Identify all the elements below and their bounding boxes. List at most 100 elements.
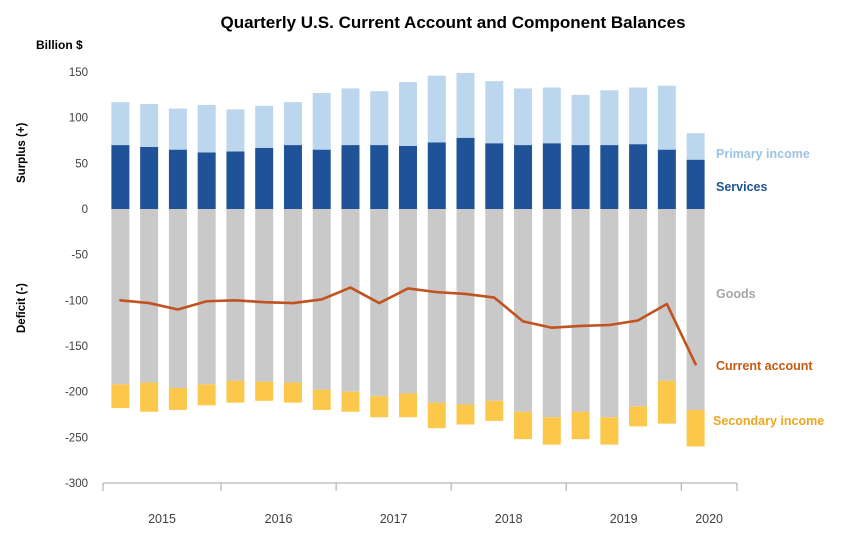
bar-segment-services — [168, 149, 187, 209]
bar-segment-primary-income — [370, 91, 389, 146]
bar-segment-primary-income — [456, 72, 475, 138]
bar-segment-primary-income — [542, 87, 561, 144]
bar-segment-goods — [226, 209, 245, 381]
bar-segment-primary-income — [140, 103, 159, 147]
y-tick-label: 50 — [75, 158, 88, 170]
bar-segment-goods — [571, 209, 590, 412]
bar-segment-secondary-income — [111, 384, 130, 409]
bar-segment-services — [657, 149, 676, 209]
bar-segment-secondary-income — [197, 384, 216, 406]
legend-label-primary-income: Primary income — [716, 147, 810, 161]
bar-segment-secondary-income — [514, 411, 533, 440]
legend-label-goods: Goods — [716, 287, 756, 301]
year-label: 2017 — [380, 512, 408, 526]
bar-segment-services — [111, 145, 130, 209]
bar-segment-services — [370, 145, 389, 209]
bar-segment-secondary-income — [571, 411, 590, 440]
bar-segment-primary-income — [629, 87, 648, 145]
y-tick-label: 150 — [69, 67, 88, 79]
bar-segment-secondary-income — [542, 417, 561, 445]
bar-segment-services — [427, 142, 446, 209]
y-tick-label: -50 — [71, 250, 88, 262]
bar-segment-services — [686, 159, 705, 209]
bar-segment-goods — [485, 209, 504, 401]
bar-segment-secondary-income — [341, 391, 360, 412]
bar-segment-services — [312, 149, 331, 209]
bar-segment-primary-income — [312, 93, 331, 150]
bar-segment-goods — [542, 209, 561, 418]
bar-segment-goods — [168, 209, 187, 389]
bar-segment-services — [399, 145, 417, 209]
bar-segment-services — [456, 137, 475, 209]
bar-segment-secondary-income — [399, 393, 417, 418]
year-label: 2018 — [495, 512, 523, 526]
bar-segment-primary-income — [571, 94, 590, 146]
bar-segment-secondary-income — [370, 396, 389, 418]
current-account-line — [119, 286, 697, 366]
bar-segment-secondary-income — [140, 382, 159, 412]
bar-segment-secondary-income — [657, 380, 676, 424]
bar-segment-services — [514, 145, 533, 209]
bar-segment-primary-income — [255, 105, 274, 148]
bar-segment-goods — [399, 209, 417, 394]
year-label: 2015 — [148, 512, 176, 526]
bar-segment-secondary-income — [456, 404, 475, 425]
bar-segment-primary-income — [111, 102, 130, 146]
bar-segment-secondary-income — [686, 409, 705, 447]
bar-segment-goods — [456, 209, 475, 405]
bar-segment-goods — [600, 209, 619, 418]
bar-segment-secondary-income — [600, 417, 619, 445]
y-tick-label: 0 — [82, 204, 88, 216]
year-label: 2020 — [695, 512, 723, 526]
legend-label-current-account: Current account — [716, 359, 813, 373]
bar-segment-goods — [140, 209, 159, 383]
bar-segment-secondary-income — [168, 388, 187, 410]
y-tick-label: 100 — [69, 113, 88, 125]
bar-segment-secondary-income — [255, 381, 274, 401]
bar-segment-services — [255, 147, 274, 209]
y-axis-unit-label: Billion $ — [36, 38, 83, 52]
bar-segment-secondary-income — [485, 400, 504, 421]
bar-segment-services — [571, 145, 590, 209]
bar-segment-goods — [197, 209, 216, 385]
bar-segment-secondary-income — [226, 380, 245, 403]
bar-segment-goods — [111, 209, 130, 385]
year-label: 2016 — [265, 512, 293, 526]
bar-segment-primary-income — [485, 81, 504, 144]
bar-segment-primary-income — [514, 88, 533, 146]
bar-segment-primary-income — [399, 82, 417, 146]
bar-segment-services — [226, 151, 245, 209]
year-label: 2019 — [610, 512, 638, 526]
bar-segment-primary-income — [341, 88, 360, 146]
legend-label-services: Services — [716, 180, 768, 194]
bar-segment-services — [542, 143, 561, 209]
bar-segment-services — [600, 145, 619, 209]
bar-segment-services — [629, 144, 648, 209]
y-tick-label: -200 — [65, 387, 88, 399]
bar-segment-primary-income — [226, 109, 245, 152]
bar-segment-goods — [283, 209, 302, 383]
bar-segment-secondary-income — [283, 382, 302, 403]
bar-segment-primary-income — [283, 102, 302, 146]
bar-segment-goods — [427, 209, 446, 403]
bar-segment-secondary-income — [427, 402, 446, 429]
bar-segment-primary-income — [686, 133, 705, 160]
y-tick-label: -250 — [65, 432, 88, 444]
y-tick-label: -150 — [65, 341, 88, 353]
bar-segment-services — [140, 146, 159, 209]
bar-segment-goods — [341, 209, 360, 392]
bar-segment-primary-income — [427, 75, 446, 143]
chart-title: Quarterly U.S. Current Account and Compo… — [220, 13, 686, 32]
bar-segment-goods — [657, 209, 676, 381]
bar-segment-services — [283, 145, 302, 209]
bar-segment-goods — [686, 209, 705, 410]
bar-segment-primary-income — [600, 90, 619, 146]
bar-segment-services — [341, 145, 360, 209]
bar-segment-services — [485, 143, 504, 209]
y-tick-label: -300 — [65, 478, 88, 490]
bar-segment-goods — [514, 209, 533, 412]
bar-segment-primary-income — [197, 104, 216, 153]
bar-segment-secondary-income — [629, 406, 648, 427]
bar-segment-goods — [255, 209, 274, 382]
